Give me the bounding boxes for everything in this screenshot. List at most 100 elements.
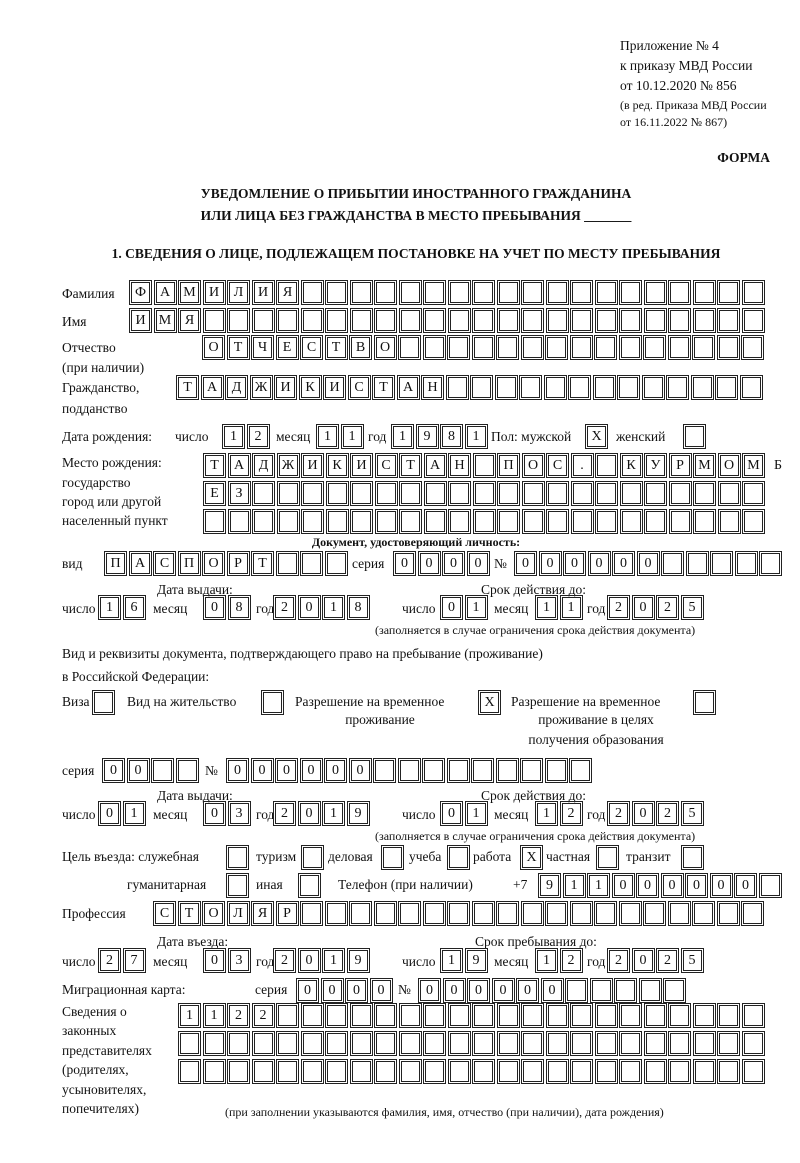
profession-cell[interactable]: [520, 901, 544, 926]
surname-cell[interactable]: [423, 280, 446, 305]
citizenship-cell[interactable]: [274, 375, 297, 400]
profession-cell[interactable]: [373, 901, 397, 926]
stay-until-year-cell[interactable]: [680, 948, 704, 973]
reps-line2-field[interactable]: [180, 1033, 768, 1054]
phone-cell[interactable]: [734, 873, 757, 898]
patronymic-cell[interactable]: [667, 335, 691, 360]
stay-number-cell[interactable]: [544, 758, 568, 783]
entry-day-cell[interactable]: [98, 948, 121, 973]
birthplace-line1-cell[interactable]: [742, 453, 765, 478]
surname-cell[interactable]: [570, 280, 593, 305]
phone-cell[interactable]: [685, 873, 708, 898]
profession-cell[interactable]: [300, 901, 323, 926]
surname-cell[interactable]: [178, 280, 201, 305]
id-kind-cell[interactable]: [275, 551, 299, 576]
name-cell[interactable]: [349, 308, 373, 333]
mc-number-cell[interactable]: [565, 978, 588, 1003]
name-cell[interactable]: [496, 308, 520, 333]
name-cell[interactable]: [202, 308, 226, 333]
residence-field[interactable]: [263, 692, 288, 713]
stay-number-cell[interactable]: [495, 758, 519, 783]
id-kind-cell[interactable]: [202, 551, 225, 576]
birthplace-line2-cell[interactable]: [668, 481, 692, 506]
patronymic-cell[interactable]: [447, 335, 470, 360]
name-cell[interactable]: [276, 308, 299, 333]
profession-cell[interactable]: [643, 901, 666, 926]
citizenship-cell[interactable]: [176, 375, 199, 400]
surname-cell[interactable]: [325, 280, 348, 305]
purpose-work-cell[interactable]: [520, 845, 543, 870]
name-cell[interactable]: [153, 308, 177, 333]
id-number-cell[interactable]: [612, 551, 635, 576]
birthplace-line3-cell[interactable]: [203, 509, 226, 534]
stay-number-cell[interactable]: [422, 758, 445, 783]
surname-cell[interactable]: [521, 280, 544, 305]
citizenship-cell[interactable]: [519, 375, 542, 400]
id-number-cell[interactable]: [661, 551, 684, 576]
stay-until-year-cell[interactable]: [607, 948, 630, 973]
reps-line1-cell[interactable]: [717, 1003, 740, 1028]
reps-line3-cell[interactable]: [447, 1059, 471, 1084]
patronymic-cell[interactable]: [422, 335, 446, 360]
profession-cell[interactable]: [667, 901, 691, 926]
birthplace-line1-cell[interactable]: [668, 453, 692, 478]
profession-cell[interactable]: [275, 901, 299, 926]
purpose-other-cell[interactable]: [298, 873, 321, 898]
stay-number-cell[interactable]: [373, 758, 396, 783]
id-issue-year-cell[interactable]: [273, 595, 296, 620]
stay-valid-year-cell[interactable]: [607, 801, 630, 826]
reps-line3-cell[interactable]: [202, 1059, 226, 1084]
entry-day-cell[interactable]: [122, 948, 146, 973]
name-cell[interactable]: [594, 308, 618, 333]
id-kind-cell[interactable]: [324, 551, 348, 576]
patronymic-cell[interactable]: [520, 335, 544, 360]
citizenship-cell[interactable]: [298, 375, 322, 400]
id-issue-month-cell[interactable]: [203, 595, 226, 620]
reps-line2-cell[interactable]: [374, 1031, 397, 1056]
birthplace-line3-cell[interactable]: [374, 509, 398, 534]
reps-line3-cell[interactable]: [668, 1059, 691, 1084]
stay-number-cell[interactable]: [324, 758, 347, 783]
birthplace-line2-cell[interactable]: [276, 481, 300, 506]
reps-line2-cell[interactable]: [300, 1031, 324, 1056]
reps-line3-cell[interactable]: [423, 1059, 446, 1084]
stay-until-year-cell[interactable]: [656, 948, 679, 973]
birthplace-line1-cell[interactable]: [301, 453, 324, 478]
birthplace-line3-cell[interactable]: [619, 509, 643, 534]
patronymic-cell[interactable]: [373, 335, 397, 360]
citizenship-cell[interactable]: [372, 375, 395, 400]
id-valid-day-cell[interactable]: [464, 595, 488, 620]
stay-number-cell[interactable]: [226, 758, 249, 783]
birthplace-line3-cell[interactable]: [350, 509, 373, 534]
citizenship-cell[interactable]: [445, 375, 469, 400]
reps-line3-cell[interactable]: [251, 1059, 275, 1084]
phone-cell[interactable]: [587, 873, 610, 898]
id-issue-year-cell[interactable]: [297, 595, 321, 620]
name-cell[interactable]: [472, 308, 495, 333]
stay-issue-day-cell[interactable]: [98, 801, 121, 826]
surname-cell[interactable]: [227, 280, 250, 305]
birthplace-line3-cell[interactable]: [276, 509, 300, 534]
reps-line2-cell[interactable]: [717, 1031, 740, 1056]
patronymic-cell[interactable]: [643, 335, 666, 360]
birthplace-line3-cell[interactable]: [472, 509, 496, 534]
residence-cell[interactable]: [261, 690, 284, 715]
birthplace-line3-cell[interactable]: [521, 509, 545, 534]
birthplace-line1-cell[interactable]: [448, 453, 471, 478]
citizenship-cell[interactable]: [249, 375, 273, 400]
trp-education-field[interactable]: [695, 692, 720, 713]
stay-until-day-cell[interactable]: [440, 948, 463, 973]
birthplace-line2-cell[interactable]: [570, 481, 594, 506]
citizenship-cell[interactable]: [568, 375, 591, 400]
name-cell[interactable]: [521, 308, 544, 333]
reps-line1-cell[interactable]: [423, 1003, 446, 1028]
patronymic-cell[interactable]: [692, 335, 715, 360]
